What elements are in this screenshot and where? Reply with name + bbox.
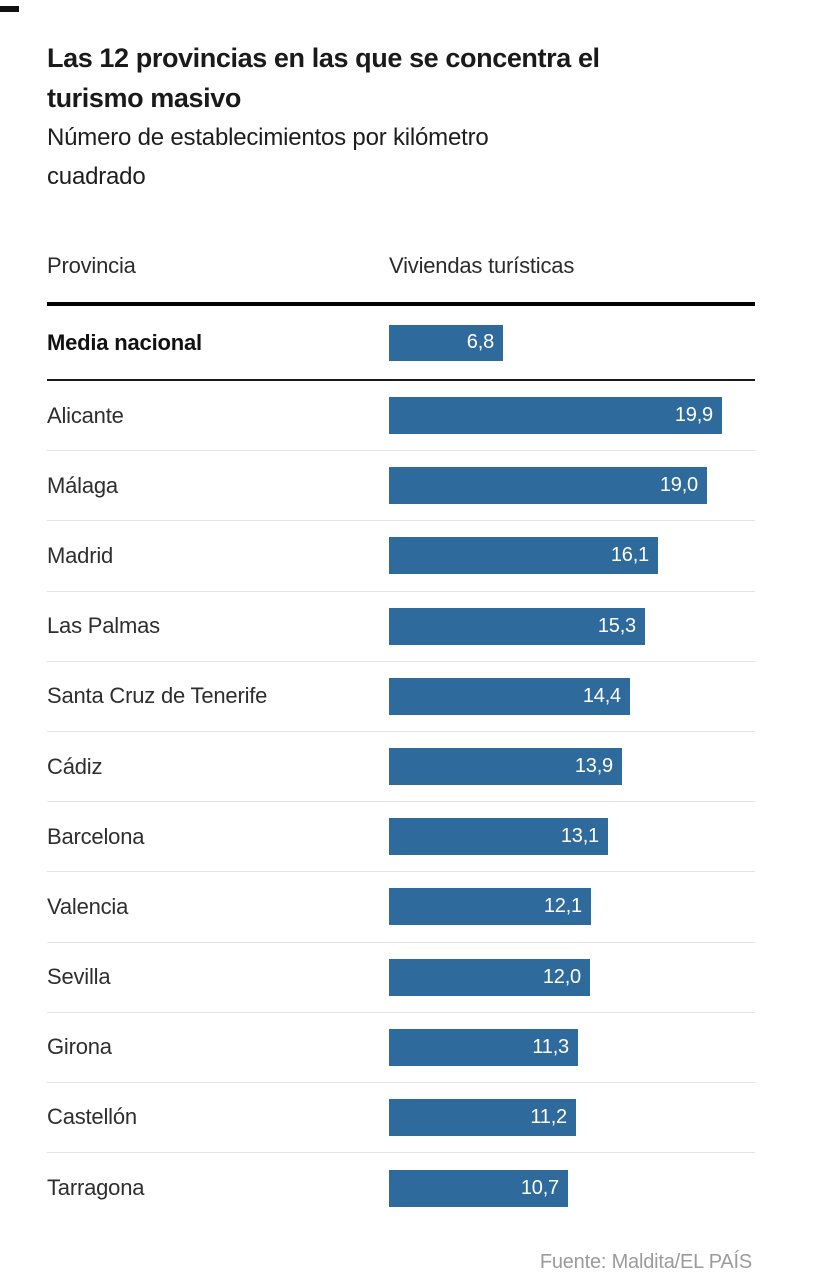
bar-value: 19,0 <box>659 474 698 497</box>
row-label: Cádiz <box>47 753 103 779</box>
table-row: Tarragona 10,7 <box>47 1153 755 1223</box>
reference-row: Media nacional 6,8 <box>47 306 755 379</box>
row-bar: 13,1 <box>389 818 608 856</box>
table-row: Cádiz 13,9 <box>47 732 755 803</box>
table-row: Valencia 12,1 <box>47 872 755 943</box>
row-label: Castellón <box>47 1104 137 1130</box>
row-label: Las Palmas <box>47 613 160 639</box>
table-row: Barcelona 13,1 <box>47 802 755 873</box>
column-header-viviendas: Viviendas turísticas <box>389 253 575 278</box>
reference-bar-value: 6,8 <box>466 331 494 353</box>
page-title: Las 12 provincias en las que se concentr… <box>47 38 755 118</box>
table-row: Sevilla 12,0 <box>47 943 755 1013</box>
row-bar: 10,7 <box>389 1169 568 1207</box>
table-row: Málaga 19,0 <box>47 451 755 522</box>
bar-value: 12,1 <box>543 895 582 918</box>
row-label: Madrid <box>47 542 114 568</box>
bar-value: 13,1 <box>560 825 599 848</box>
bar-value: 10,7 <box>520 1176 559 1199</box>
source-credit: Fuente: Maldita/EL PAÍS <box>539 1251 752 1273</box>
bar-value: 11,2 <box>530 1105 567 1128</box>
row-label: Tarragona <box>47 1175 145 1201</box>
bar-value: 13,9 <box>574 755 613 778</box>
chart-subtitle-line-1: Número de establecimientos por kilómetro <box>47 124 489 151</box>
row-label: Barcelona <box>47 823 145 849</box>
column-header-provincia: Provincia <box>47 253 136 278</box>
bar-value: 16,1 <box>610 544 649 567</box>
bar-value: 12,0 <box>542 965 581 988</box>
row-label: Girona <box>47 1034 112 1060</box>
chart-subtitle: Número de establecimientos por kilómetro… <box>47 118 755 196</box>
reference-rule <box>47 379 755 381</box>
row-label: Alicante <box>47 402 124 428</box>
row-bar: 16,1 <box>389 537 658 575</box>
table-body: Alicante 19,9 Málaga 19,0 Madrid 16,1 La… <box>47 381 755 1223</box>
corner-mark <box>0 6 19 12</box>
page-title-line-2: turismo masivo <box>47 83 241 113</box>
row-bar: 19,9 <box>389 397 722 435</box>
row-bar: 12,1 <box>389 888 591 926</box>
row-bar: 15,3 <box>389 607 645 645</box>
reference-bar: 6,8 <box>389 324 503 361</box>
table-row: Santa Cruz de Tenerife 14,4 <box>47 662 755 732</box>
row-bar: 19,0 <box>389 467 707 505</box>
bar-value: 15,3 <box>597 614 636 637</box>
table-row: Madrid 16,1 <box>47 521 755 592</box>
bar-value: 11,3 <box>532 1035 569 1058</box>
bar-value: 14,4 <box>582 684 621 707</box>
row-label: Santa Cruz de Tenerife <box>47 683 268 709</box>
bar-value: 19,9 <box>674 404 713 427</box>
row-label: Valencia <box>47 893 129 919</box>
chart-subtitle-line-2: cuadrado <box>47 163 146 190</box>
row-label: Sevilla <box>47 964 111 990</box>
table-row: Las Palmas 15,3 <box>47 592 755 662</box>
row-bar: 11,2 <box>389 1098 576 1136</box>
column-headers: Provincia Viviendas turísticas <box>47 255 755 277</box>
page-title-line-1: Las 12 provincias en las que se concentr… <box>47 43 600 73</box>
table-row: Girona 11,3 <box>47 1013 755 1083</box>
header-rule <box>47 302 755 306</box>
table-row: Alicante 19,9 <box>47 381 755 452</box>
reference-label: Media nacional <box>47 329 202 355</box>
row-bar: 14,4 <box>389 677 630 715</box>
table-row: Castellón 11,2 <box>47 1083 755 1154</box>
row-label: Málaga <box>47 472 118 498</box>
row-bar: 12,0 <box>389 958 590 996</box>
row-bar: 13,9 <box>389 748 622 786</box>
chart-container: Las 12 provincias en las que se concentr… <box>0 38 828 1223</box>
row-bar: 11,3 <box>389 1028 578 1066</box>
